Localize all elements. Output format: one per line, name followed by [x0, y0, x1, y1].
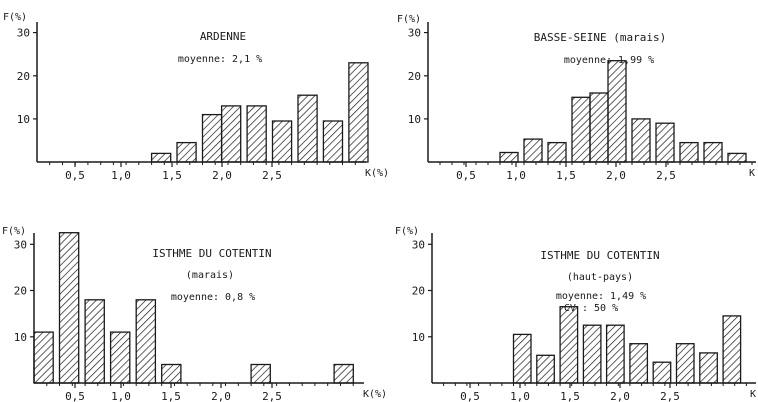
x-tick-label: 2,0 [610, 390, 630, 402]
y-tick-label: 30 [14, 238, 27, 251]
histogram-bar [629, 343, 649, 384]
chart-subtitle-cv: CV : 50 % [564, 303, 618, 314]
y-axis-label: F(%) [397, 14, 421, 25]
histogram-bar [703, 141, 723, 163]
x-tick-label: 0,5 [460, 390, 480, 402]
x-tick-label: 1,5 [161, 390, 181, 402]
x-tick-label: 2,5 [262, 390, 282, 402]
x-tick-label: 1,5 [560, 390, 580, 402]
histogram-bar [605, 324, 625, 384]
x-tick-label: 0,5 [456, 169, 476, 182]
y-tick-label: 30 [17, 27, 30, 40]
y-tick-label: 20 [14, 285, 27, 298]
histogram-bar [652, 361, 672, 384]
histogram-bar [246, 105, 267, 163]
histogram-bar [679, 141, 699, 163]
histogram-bar [109, 331, 131, 384]
histogram-bar [297, 94, 318, 163]
panel-basse-seine: F(%) K BASSE-SEINE (marais) moyenne: 1,9… [397, 14, 756, 182]
x-tick-label: 2,5 [262, 169, 282, 182]
histogram-bar [250, 363, 271, 384]
x-tick-label: 2,0 [212, 169, 232, 182]
y-tick-label: 10 [408, 113, 421, 126]
histogram-bar [655, 122, 675, 163]
histogram-bar [220, 105, 242, 163]
histogram-bar [161, 363, 182, 384]
histogram-bar [699, 352, 718, 384]
chart-subtitle: (haut-pays) [567, 272, 633, 283]
histogram-bar [135, 299, 157, 384]
y-tick-label: 30 [412, 238, 425, 251]
histogram-bar [33, 331, 54, 384]
x-tick-label: 1,0 [111, 169, 131, 182]
histogram-bar [536, 354, 555, 384]
y-tick-label: 20 [412, 285, 425, 298]
x-tick-label: 1,0 [506, 169, 526, 182]
chart-subtitle: (marais) [186, 270, 234, 281]
histogram-bar [322, 120, 344, 163]
chart-title: ISTHME DU COTENTIN [152, 247, 271, 260]
panel-cotentin-haut-pays: F(%) K ISTHME DU COTENTIN (haut-pays) mo… [395, 226, 756, 402]
x-tick-label: 1,0 [111, 390, 131, 402]
x-tick-label: 0,5 [65, 390, 85, 402]
chart-subtitle-mean: moyenne: 0,8 % [171, 292, 255, 303]
histogram-bar [176, 141, 197, 163]
x-axis-label: K [750, 389, 756, 400]
histogram-bar [201, 113, 223, 163]
y-tick-label: 10 [17, 113, 30, 126]
chart-title: BASSE-SEINE (marais) [534, 31, 666, 44]
histogram-bar [512, 333, 532, 384]
x-tick-label: 2,0 [211, 390, 231, 402]
y-tick-label: 20 [408, 70, 421, 83]
histogram-bar [58, 232, 80, 384]
y-tick-label: 20 [17, 70, 30, 83]
x-tick-label: 1,5 [162, 169, 182, 182]
y-axis-label: F(%) [2, 226, 26, 237]
y-axis-label: F(%) [395, 226, 419, 237]
histogram-bar [582, 324, 602, 384]
histogram-bar [150, 152, 172, 163]
chart-title: ISTHME DU COTENTIN [540, 249, 659, 262]
panel-ardenne: F(%) K(%) ARDENNE moyenne: 2,1 % 10 20 30 0… [3, 12, 389, 182]
y-axis-label: F(%) [3, 12, 27, 23]
x-tick-label: 2,0 [606, 169, 626, 182]
x-tick-label: 1,0 [510, 390, 530, 402]
panel-cotentin-marais: F(%) K(%) ISTHME DU COTENTIN (marais) mo… [2, 226, 387, 402]
histogram-bar [547, 141, 567, 163]
histogram-bar [523, 138, 543, 163]
histogram-bar [571, 96, 591, 163]
x-axis-label: K [749, 168, 755, 179]
y-tick-label: 10 [412, 331, 425, 344]
histogram-bar [271, 120, 293, 163]
chart-subtitle-mean: moyenne: 1,49 % [556, 291, 646, 302]
histogram-bar [84, 299, 105, 384]
histogram-bar [631, 118, 651, 163]
histogram-bar [333, 363, 354, 384]
chart-title: ARDENNE [200, 30, 246, 43]
histogram-bar [589, 92, 609, 163]
histogram-bar [499, 151, 519, 163]
x-tick-label: 2,5 [656, 169, 676, 182]
histogram-bar [607, 60, 627, 163]
histogram-bar [348, 62, 369, 163]
histogram-bar [559, 306, 579, 384]
x-axis-label: K(%) [365, 168, 389, 179]
x-axis-label: K(%) [363, 389, 387, 400]
histogram-bar [722, 315, 742, 384]
y-tick-label: 10 [14, 331, 27, 344]
x-tick-label: 0,5 [65, 169, 85, 182]
x-tick-label: 1,5 [556, 169, 576, 182]
y-tick-label: 30 [408, 27, 421, 40]
histogram-bar [675, 343, 695, 384]
histogram-bar [727, 152, 747, 163]
x-tick-label: 2,5 [660, 390, 680, 402]
chart-subtitle: moyenne: 2,1 % [178, 54, 262, 65]
